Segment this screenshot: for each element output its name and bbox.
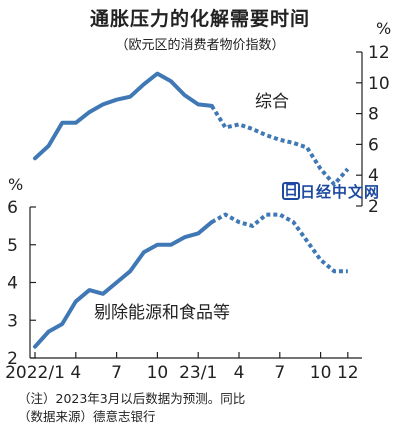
y-tick-label: 2 [368,197,379,217]
series-line-actual [33,220,214,349]
watermark-logo-icon: 日 [282,182,300,200]
y-tick-label: 8 [368,105,379,125]
series-line-actual [33,71,214,161]
y-tick-label: 6 [368,135,379,155]
y-tick-label: 12 [368,43,390,63]
x-tick-label: 12 [337,363,359,383]
watermark-text: 日经中文网 [300,183,381,201]
y-tick-label: 10 [368,74,390,94]
y-tick-label: 5 [7,236,18,256]
series-line-forecast [210,212,348,274]
x-tick-label: 4 [234,363,245,383]
x-tick-label: 4 [70,363,81,383]
chart-title: 通胀压力的化解需要时间 [89,8,310,30]
x-tick-label: 7 [274,363,285,383]
x-tick-label: 23/1 [179,363,217,383]
source-note: （数据来源）德意志银行 [18,409,156,424]
footnote: （注）2023年3月以后数据为预测。同比 [18,391,246,406]
x-tick-label: 2022/1 [5,363,65,383]
chart-subtitle: （欧元区的消费者物价指数） [115,38,285,53]
y-axis-unit: % [8,175,23,194]
y-tick-label: 4 [7,274,18,294]
y-tick-label: 4 [368,166,379,186]
y-tick-label: 2 [7,349,18,369]
x-tick-label: 10 [147,363,169,383]
series-line-forecast [210,104,350,188]
series-label: 剔除能源和食品等 [94,303,230,323]
y-tick-label: 3 [7,311,18,331]
y-tick-label: 6 [7,198,18,218]
series-label: 综合 [255,92,289,112]
y-axis-unit: % [376,19,391,38]
x-tick-label: 10 [310,363,332,383]
x-tick-label: 7 [111,363,122,383]
